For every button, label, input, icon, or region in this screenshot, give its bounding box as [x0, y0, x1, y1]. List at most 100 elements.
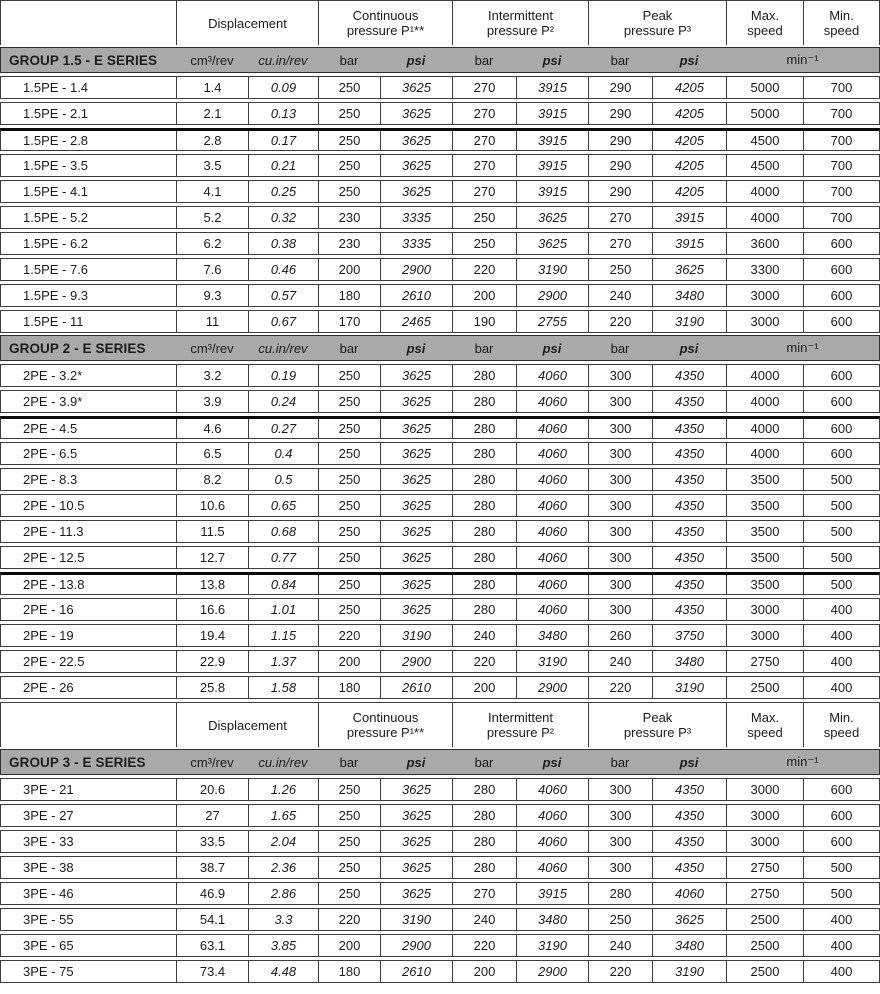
- continuous-psi-cell: 3625: [380, 575, 452, 594]
- peak-psi-cell: 3190: [652, 677, 726, 698]
- continuous-bar-cell: 250: [318, 831, 380, 852]
- peak-psi-cell: 4350: [652, 521, 726, 542]
- intermittent-line2: pressure P²: [486, 23, 555, 38]
- model-cell: 2PE - 11.3: [23, 524, 84, 539]
- peak-psi-cell: 3480: [652, 651, 726, 672]
- peak-psi-cell: 4350: [652, 831, 726, 852]
- max-speed-cell: 2500: [726, 935, 803, 956]
- displacement-cm3-cell: 6.2: [176, 233, 248, 254]
- peak-pressure-header: Peak pressure P³: [588, 1, 726, 45]
- unit-cuinrev: cu.in/rev: [258, 754, 308, 770]
- table-row: 3PE - 46 46.9 2.86 250 3625 270 3915 280…: [0, 882, 880, 905]
- unit-min-inverse: min⁻¹: [786, 754, 819, 769]
- displacement-cuin-cell: 1.15: [248, 625, 318, 646]
- max-speed-cell: 4000: [726, 419, 803, 438]
- displacement-cm3-cell: 54.1: [176, 909, 248, 930]
- group-2-rows: 2PE - 3.2* 3.2 0.19 250 3625 280 4060 30…: [0, 364, 880, 699]
- displacement-cuin-cell: 4.48: [248, 961, 318, 982]
- model-cell: 1.5PE - 1.4: [23, 80, 89, 95]
- peak-psi-cell: 4205: [652, 77, 726, 98]
- max-speed-cell: 3300: [726, 259, 803, 280]
- min-speed-cell: 600: [803, 831, 879, 852]
- group-header-row-3: GROUP 3 - E SERIES cm³/rev cu.in/rev bar…: [0, 749, 880, 775]
- continuous-bar-cell: 250: [318, 181, 380, 202]
- model-cell: 2PE - 12.5: [23, 550, 85, 565]
- displacement-cm3-cell: 8.2: [176, 469, 248, 490]
- intermittent-bar-cell: 270: [452, 103, 516, 124]
- displacement-cuin-cell: 1.37: [248, 651, 318, 672]
- intermittent-psi-cell: 3625: [516, 207, 588, 228]
- continuous-line1: Continuous: [352, 8, 419, 23]
- unit-cm3rev: cm³/rev: [190, 52, 234, 68]
- model-cell: 2PE - 10.5: [23, 498, 85, 513]
- unit-bar: bar: [610, 52, 630, 68]
- continuous-psi-cell: 3625: [380, 181, 452, 202]
- table-row: 3PE - 38 38.7 2.36 250 3625 280 4060 300…: [0, 856, 880, 879]
- peak-psi-cell: 4350: [652, 857, 726, 878]
- displacement-cuin-cell: 3.3: [248, 909, 318, 930]
- model-cell: 3PE - 38: [23, 860, 74, 875]
- peak-psi-cell: 4060: [652, 883, 726, 904]
- continuous-bar-cell: 200: [318, 259, 380, 280]
- model-cell: 1.5PE - 2.8: [23, 133, 89, 148]
- peak-bar-cell: 300: [588, 521, 652, 542]
- continuous-psi-cell: 3625: [380, 77, 452, 98]
- peak-psi-cell: 4350: [652, 419, 726, 438]
- continuous-bar-cell: 250: [318, 779, 380, 800]
- table-row: 1.5PE - 2.8 2.8 0.17 250 3625 270 3915 2…: [0, 128, 880, 151]
- unit-bar: bar: [339, 340, 359, 356]
- displacement-cuin-cell: 1.01: [248, 599, 318, 620]
- continuous-psi-cell: 3625: [380, 805, 452, 826]
- peak-bar-cell: 250: [588, 909, 652, 930]
- table-row: 2PE - 4.5 4.6 0.27 250 3625 280 4060 300…: [0, 416, 880, 439]
- model-cell: 1.5PE - 6.2: [23, 236, 89, 251]
- min-speed-cell: 700: [803, 131, 879, 150]
- min-speed-header: Min. speed: [803, 1, 879, 45]
- table-row: 2PE - 6.5 6.5 0.4 250 3625 280 4060 300 …: [0, 442, 880, 465]
- intermittent-psi-cell: 3915: [516, 77, 588, 98]
- peak-pressure-header: Peak pressure P³: [588, 703, 726, 747]
- intermittent-psi-cell: 4060: [516, 443, 588, 464]
- peak-bar-cell: 300: [588, 779, 652, 800]
- continuous-bar-cell: 250: [318, 365, 380, 386]
- continuous-psi-cell: 3625: [380, 495, 452, 516]
- table-row: 3PE - 21 20.6 1.26 250 3625 280 4060 300…: [0, 778, 880, 801]
- min-speed-cell: 400: [803, 677, 879, 698]
- peak-bar-cell: 300: [588, 575, 652, 594]
- intermittent-psi-cell: 4060: [516, 831, 588, 852]
- min-speed-cell: 600: [803, 259, 879, 280]
- model-cell: 2PE - 3.9*: [23, 394, 83, 409]
- table-row: 2PE - 3.2* 3.2 0.19 250 3625 280 4060 30…: [0, 364, 880, 387]
- continuous-psi-cell: 3335: [380, 207, 452, 228]
- displacement-cuin-cell: 2.04: [248, 831, 318, 852]
- unit-psi: psi: [679, 754, 699, 770]
- table-row: 1.5PE - 5.2 5.2 0.32 230 3335 250 3625 2…: [0, 206, 880, 229]
- peak-bar-cell: 300: [588, 805, 652, 826]
- intermittent-psi-cell: 3190: [516, 935, 588, 956]
- continuous-bar-cell: 250: [318, 547, 380, 568]
- intermittent-psi-cell: 4060: [516, 547, 588, 568]
- intermittent-psi-cell: 4060: [516, 419, 588, 438]
- unit-bar: bar: [474, 52, 494, 68]
- model-cell: 3PE - 55: [23, 912, 74, 927]
- displacement-cuin-cell: 0.5: [248, 469, 318, 490]
- max-speed-cell: 5000: [726, 77, 803, 98]
- continuous-bar-cell: 250: [318, 419, 380, 438]
- continuous-bar-cell: 250: [318, 883, 380, 904]
- model-cell: 3PE - 27: [23, 808, 74, 823]
- continuous-bar-cell: 180: [318, 285, 380, 306]
- model-header-cell: [1, 703, 176, 747]
- continuous-bar-cell: 250: [318, 443, 380, 464]
- continuous-bar-cell: 250: [318, 805, 380, 826]
- peak-psi-cell: 3190: [652, 961, 726, 982]
- max-line2: speed: [747, 23, 783, 38]
- max-speed-cell: 3500: [726, 547, 803, 568]
- intermittent-bar-cell: 280: [452, 599, 516, 620]
- continuous-psi-cell: 3625: [380, 365, 452, 386]
- model-cell: 2PE - 3.2*: [23, 368, 83, 383]
- table-row: 1.5PE - 7.6 7.6 0.46 200 2900 220 3190 2…: [0, 258, 880, 281]
- unit-psi: psi: [542, 754, 562, 770]
- peak-psi-cell: 4205: [652, 103, 726, 124]
- min-speed-cell: 600: [803, 419, 879, 438]
